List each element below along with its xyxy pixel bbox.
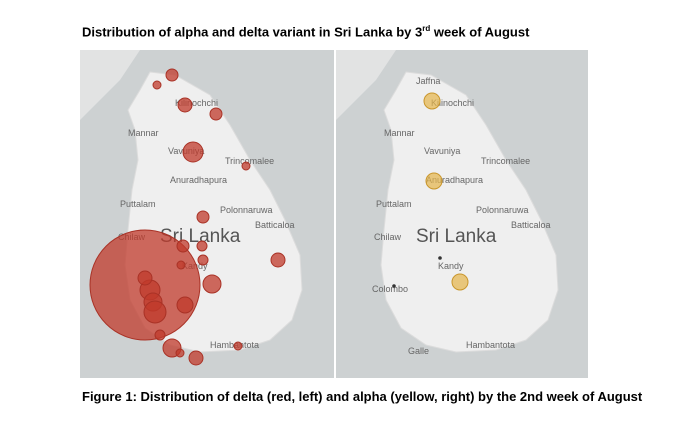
place-label: Chilaw	[374, 232, 402, 242]
place-label: Polonnaruwa	[476, 205, 529, 215]
place-label: Trincomalee	[481, 156, 530, 166]
caption: Figure 1: Distribution of delta (red, le…	[82, 389, 643, 404]
place-label: Jaffna	[416, 76, 440, 86]
title-superscript: rd	[422, 24, 431, 33]
place-label: Anuradhapura	[170, 175, 227, 185]
place-label: Kilinochchi	[431, 98, 474, 108]
place-label: Hambantota	[466, 340, 515, 350]
map-right: Jaffna Kilinochchi Mannar Vavuniya Trincomal…	[336, 50, 588, 378]
place-label: Trincomalee	[225, 156, 274, 166]
place-label: Batticaloa	[255, 220, 295, 230]
place-label: Mannar	[384, 128, 415, 138]
map-left: KilinochchiMannarVavuniyaTrincomaleeAnur…	[80, 50, 334, 378]
place-label: Batticaloa	[511, 220, 551, 230]
title-text: week of August	[430, 24, 530, 40]
place-label: Kandy	[438, 261, 464, 271]
place-label: Puttalam	[120, 199, 156, 209]
place-label: Sri Lanka	[416, 226, 497, 247]
title-text: Distribution of alpha and delta variant …	[82, 24, 423, 40]
place-label: Kilinochchi	[175, 98, 218, 108]
place-label: Vavuniya	[424, 146, 460, 156]
place-label: Mannar	[128, 128, 159, 138]
place-label: Colombo	[372, 284, 408, 294]
place-label: Galle	[408, 346, 429, 356]
place-label: Puttalam	[376, 199, 412, 209]
title: Distribution of alpha and delta variant …	[82, 24, 529, 39]
place-label: Polonnaruwa	[220, 205, 273, 215]
place-label: Anuradhapura	[426, 175, 483, 185]
